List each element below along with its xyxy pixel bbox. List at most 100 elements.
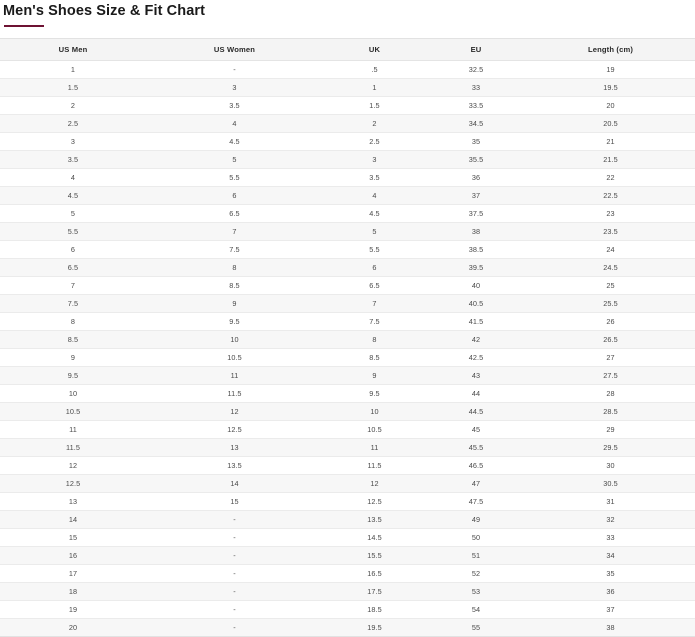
column-header-us-men: US Men [0, 39, 146, 61]
table-row: 5.5 7 5 38 23.5 [0, 222, 695, 241]
table-row: 9 10.5 8.5 42.5 27 [0, 348, 695, 367]
cell-eu: 40.5 [426, 294, 526, 313]
cell-length-cm: 25 [526, 276, 695, 295]
cell-us-women: 7.5 [146, 240, 323, 259]
title-block: Men's Shoes Size & Fit Chart [0, 0, 695, 27]
cell-eu: 51 [426, 546, 526, 565]
cell-us-men: 5.5 [0, 222, 146, 241]
cell-us-women: - [146, 618, 323, 636]
cell-eu: 46.5 [426, 456, 526, 475]
cell-eu: 33 [426, 78, 526, 97]
cell-length-cm: 19 [526, 60, 695, 79]
table-row: 3 4.5 2.5 35 21 [0, 132, 695, 151]
table-row: 20-19.5 55 38 [0, 618, 695, 636]
cell-uk: 3 [323, 150, 426, 169]
cell-us-women: 3 [146, 78, 323, 97]
cell-uk: 9.5 [323, 384, 426, 403]
cell-eu: 34.5 [426, 114, 526, 133]
cell-us-men: 3 [0, 132, 146, 151]
table-row: 7.5 9 7 40.5 25.5 [0, 294, 695, 313]
column-header-us-women: US Women [146, 39, 323, 61]
table-row: 13 15 12.5 47.5 31 [0, 492, 695, 511]
cell-uk: 15.5 [323, 546, 426, 565]
cell-us-women: - [146, 510, 323, 529]
table-row: 10.5 12 10 44.5 28.5 [0, 402, 695, 421]
cell-length-cm: 22 [526, 168, 695, 187]
cell-us-men: 5 [0, 204, 146, 223]
cell-uk: 12 [323, 474, 426, 493]
cell-length-cm: 21 [526, 132, 695, 151]
table-row: 15-14.5 50 33 [0, 528, 695, 547]
cell-length-cm: 29.5 [526, 438, 695, 457]
cell-eu: 41.5 [426, 312, 526, 331]
cell-us-men: 17 [0, 564, 146, 583]
cell-eu: 37 [426, 186, 526, 205]
cell-us-women: 10.5 [146, 348, 323, 367]
cell-length-cm: 21.5 [526, 150, 695, 169]
cell-us-men: 6 [0, 240, 146, 259]
cell-eu: 45.5 [426, 438, 526, 457]
cell-us-women: 7 [146, 222, 323, 241]
table-header-row: US Men US Women UK EU Length (cm) [0, 39, 695, 61]
cell-us-women: 9 [146, 294, 323, 313]
cell-uk: 10 [323, 402, 426, 421]
table-header: US Men US Women UK EU Length (cm) [0, 39, 695, 61]
cell-eu: 35 [426, 132, 526, 151]
cell-eu: 50 [426, 528, 526, 547]
cell-eu: 42 [426, 330, 526, 349]
table-row: 18-17.5 53 36 [0, 582, 695, 601]
cell-us-men: 10 [0, 384, 146, 403]
cell-uk: 11 [323, 438, 426, 457]
cell-uk: 4.5 [323, 204, 426, 223]
cell-us-women: 13.5 [146, 456, 323, 475]
cell-eu: 39.5 [426, 258, 526, 277]
cell-us-women: 4 [146, 114, 323, 133]
cell-us-women: 5.5 [146, 168, 323, 187]
cell-length-cm: 26.5 [526, 330, 695, 349]
cell-uk: 11.5 [323, 456, 426, 475]
cell-length-cm: 32 [526, 510, 695, 529]
cell-length-cm: 29 [526, 420, 695, 439]
table-row: 3.5 5 3 35.5 21.5 [0, 150, 695, 169]
cell-uk: 7.5 [323, 312, 426, 331]
cell-us-men: 12.5 [0, 474, 146, 493]
cell-length-cm: 35 [526, 564, 695, 583]
cell-uk: 19.5 [323, 618, 426, 636]
cell-length-cm: 27 [526, 348, 695, 367]
cell-uk: 8 [323, 330, 426, 349]
cell-us-men: 16 [0, 546, 146, 565]
cell-us-men: 8 [0, 312, 146, 331]
cell-us-women: - [146, 600, 323, 619]
cell-uk: 5.5 [323, 240, 426, 259]
cell-us-women: 11 [146, 366, 323, 385]
cell-eu: 44 [426, 384, 526, 403]
cell-length-cm: 28.5 [526, 402, 695, 421]
cell-us-men: 2 [0, 96, 146, 115]
size-chart-table: US Men US Women UK EU Length (cm) 1- .5 32… [0, 39, 695, 636]
cell-uk: 9 [323, 366, 426, 385]
cell-us-men: 18 [0, 582, 146, 601]
cell-uk: 2.5 [323, 132, 426, 151]
cell-us-women: 9.5 [146, 312, 323, 331]
page-title: Men's Shoes Size & Fit Chart [3, 3, 206, 19]
cell-eu: 32.5 [426, 60, 526, 79]
cell-length-cm: 27.5 [526, 366, 695, 385]
cell-us-men: 15 [0, 528, 146, 547]
cell-eu: 38 [426, 222, 526, 241]
cell-us-women: - [146, 546, 323, 565]
table-row: 1- .5 32.5 19 [0, 60, 695, 79]
table-row: 4.5 6 4 37 22.5 [0, 186, 695, 205]
table-row: 7 8.5 6.5 40 25 [0, 276, 695, 295]
cell-uk: 18.5 [323, 600, 426, 619]
table-row: 12.5 14 12 47 30.5 [0, 474, 695, 493]
cell-us-women: 10 [146, 330, 323, 349]
cell-us-men: 9 [0, 348, 146, 367]
cell-eu: 36 [426, 168, 526, 187]
table-row: 4 5.5 3.5 36 22 [0, 168, 695, 187]
table-row: 12 13.5 11.5 46.5 30 [0, 456, 695, 475]
cell-us-women: 11.5 [146, 384, 323, 403]
cell-eu: 43 [426, 366, 526, 385]
cell-length-cm: 28 [526, 384, 695, 403]
cell-us-women: - [146, 60, 323, 79]
